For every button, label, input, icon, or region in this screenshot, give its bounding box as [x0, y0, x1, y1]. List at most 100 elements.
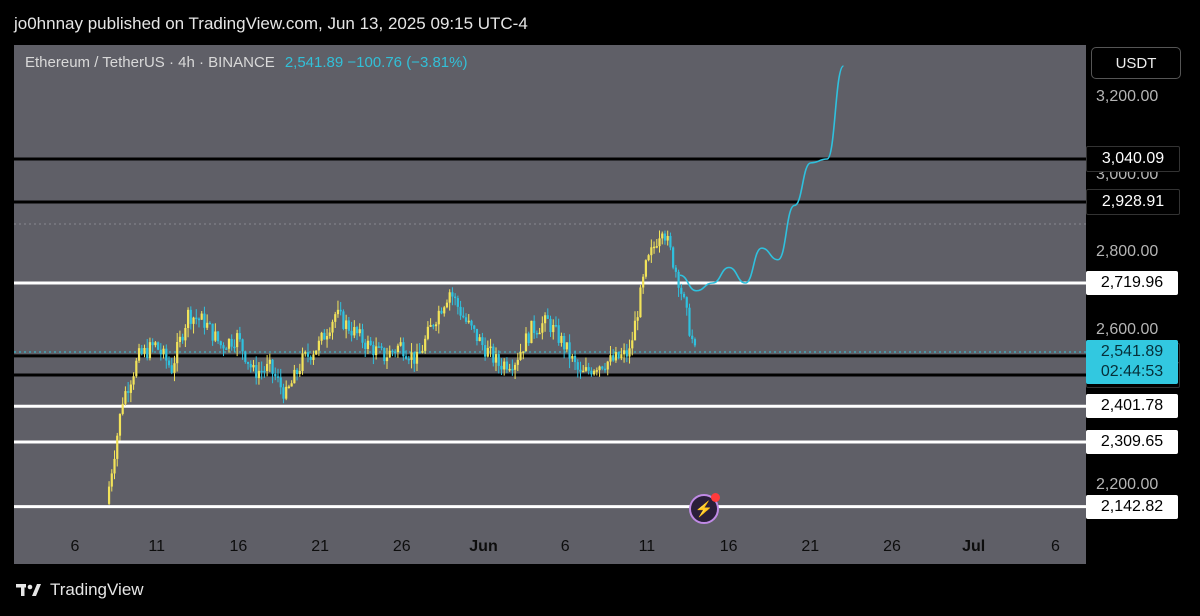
candle-body — [118, 413, 122, 436]
candle-body — [418, 351, 421, 354]
candle-body — [625, 350, 628, 357]
candle-body — [478, 337, 481, 342]
candle-body — [484, 345, 487, 357]
candle-body — [647, 255, 650, 261]
candle-body — [151, 342, 154, 346]
candle-body — [459, 306, 462, 316]
candle-body — [674, 267, 677, 272]
candle-body — [271, 359, 274, 374]
tradingview-brand[interactable]: TradingView — [16, 580, 144, 600]
candle-body — [358, 329, 361, 334]
candle-body — [355, 327, 359, 334]
candle-body — [516, 359, 519, 365]
price-axis[interactable]: 3,200.00 3,000.00 2,800.00 2,600.00 2,200.00 — [1086, 43, 1200, 564]
candle-body — [576, 362, 579, 370]
candle-body — [148, 342, 152, 359]
candle-body — [573, 355, 577, 363]
candle-body — [339, 309, 342, 312]
candle-body — [366, 340, 370, 349]
candle-body — [192, 317, 195, 324]
current-price-value: 2,541.89 — [1100, 343, 1164, 361]
candle-body — [211, 323, 214, 341]
candle-body — [579, 369, 582, 372]
candle-body — [402, 342, 405, 357]
candle-body — [661, 233, 664, 239]
candle-body — [620, 354, 623, 359]
candle-body — [206, 322, 209, 328]
candle-body — [440, 310, 443, 314]
level-label: 2,928.91 — [1086, 189, 1180, 216]
candle-body — [116, 435, 119, 459]
candle-body — [255, 365, 258, 379]
candle-body — [655, 246, 658, 248]
candle-body — [546, 315, 549, 319]
candle-body — [385, 357, 389, 362]
publisher-line: jo0hnnay published on TradingView.com, J… — [14, 14, 528, 33]
x-tick-label: 11 — [638, 538, 656, 555]
candle-body — [238, 333, 241, 340]
x-tick-label: 21 — [801, 538, 820, 555]
x-tick-label: 6 — [560, 538, 570, 555]
currency-button[interactable]: USDT — [1091, 47, 1181, 79]
candle-body — [663, 233, 667, 241]
candle-body — [279, 377, 282, 388]
candle-body — [189, 309, 192, 324]
candle-body — [639, 287, 642, 318]
candle-body — [631, 340, 634, 349]
candle-body — [176, 341, 179, 364]
candle-body — [563, 335, 566, 350]
current-price-label: 2,541.89 02:44:53 — [1086, 340, 1178, 385]
symbol-quote: 2,541.89 −100.76 (−3.81%) — [284, 54, 468, 71]
x-tick-label: 11 — [148, 538, 165, 555]
candle-body — [691, 335, 694, 340]
candle-body — [167, 360, 171, 366]
candle-body — [113, 458, 116, 474]
candle-body — [274, 373, 277, 377]
candle-body — [306, 352, 310, 357]
y-tick-label: 3,200.00 — [1096, 88, 1159, 105]
candle-body — [672, 247, 675, 268]
x-tick-label: 6 — [1050, 538, 1060, 555]
candle-body — [225, 348, 228, 350]
candle-body — [669, 235, 672, 248]
candle-body — [137, 348, 141, 361]
footer: TradingView — [0, 564, 1200, 616]
candle-body — [693, 339, 697, 346]
candle-body — [236, 333, 239, 348]
candle-body — [593, 370, 596, 375]
candle-body — [584, 367, 588, 371]
candle-body — [309, 356, 312, 360]
candle-body — [249, 363, 252, 368]
candle-body — [426, 326, 429, 339]
candle-body — [535, 332, 538, 335]
candle-body — [560, 335, 563, 343]
alert-lightning-icon[interactable]: ⚡ — [689, 493, 720, 524]
candle-body — [470, 320, 473, 326]
candle-body — [287, 386, 291, 388]
candle-body — [331, 321, 334, 333]
candle-body — [157, 342, 160, 350]
time-axis[interactable]: 6 11 16 21 26 Jun 6 11 16 21 26 Jul 6 — [14, 526, 1086, 564]
candle-body — [369, 340, 372, 346]
candle-body — [601, 366, 604, 369]
candle-body — [257, 370, 261, 379]
candle-body — [110, 473, 113, 487]
x-tick-label: 16 — [719, 538, 738, 555]
candle-body — [549, 318, 552, 333]
y-tick-label: 2,600.00 — [1096, 320, 1159, 338]
candle-body — [353, 327, 356, 336]
candle-body — [543, 315, 547, 324]
candle-body — [554, 324, 558, 327]
candle-body — [451, 292, 454, 297]
price-chart[interactable] — [14, 43, 1086, 526]
candle-body — [268, 359, 271, 364]
candle-body — [622, 350, 626, 355]
chart-plot-area[interactable]: Ethereum / TetherUS · 4h · BINANCE 2,541.… — [14, 43, 1086, 526]
candle-body — [399, 342, 402, 346]
candle-body — [301, 353, 304, 371]
candle-body — [159, 349, 162, 355]
candle-body — [429, 325, 432, 327]
candle-body — [628, 348, 631, 357]
candle-body — [456, 298, 459, 307]
candle-body — [432, 325, 435, 327]
